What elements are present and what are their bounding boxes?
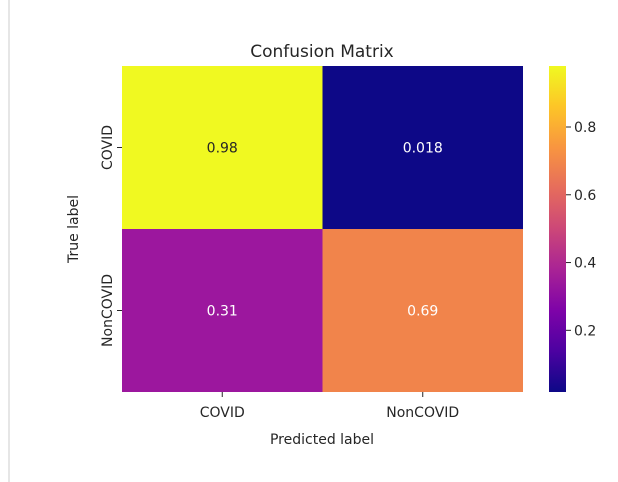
heatmap-cell-covid-covid (122, 66, 323, 229)
notebook-gutter-divider (8, 0, 10, 482)
y-tick-label: COVID (100, 125, 116, 170)
x-axis-label: Predicted label (270, 432, 374, 448)
colorbar-tick-label: 0.6 (574, 188, 596, 204)
heatmap-cell-noncovid-covid (122, 229, 323, 392)
x-tick-label: COVID (200, 405, 245, 421)
cell-value-label: 0.018 (403, 141, 443, 157)
y-axis-ticks: COVID NonCOVID (100, 125, 122, 347)
y-tick-label: NonCOVID (100, 274, 116, 347)
heatmap-cell-noncovid-noncovid (322, 229, 523, 392)
chart-title: Confusion Matrix (250, 42, 394, 62)
colorbar (549, 66, 566, 392)
heatmap-cells (122, 66, 523, 392)
cell-value-label: 0.31 (207, 304, 238, 320)
cell-value-label: 0.69 (407, 304, 438, 320)
heatmap-cell-covid-noncovid (322, 66, 523, 229)
colorbar-tick-label: 0.4 (574, 256, 596, 272)
colorbar-tick-label: 0.2 (574, 323, 596, 339)
cell-value-label: 0.98 (207, 141, 238, 157)
x-axis-ticks: COVID NonCOVID (200, 392, 459, 421)
colorbar-ticks: 0.2 0.4 0.6 0.8 (566, 120, 596, 339)
heatmap-annotations: 0.98 0.018 0.31 0.69 (207, 141, 443, 320)
colorbar-tick-label: 0.8 (574, 120, 596, 136)
y-axis-label: True label (66, 195, 82, 264)
x-tick-label: NonCOVID (386, 405, 459, 421)
